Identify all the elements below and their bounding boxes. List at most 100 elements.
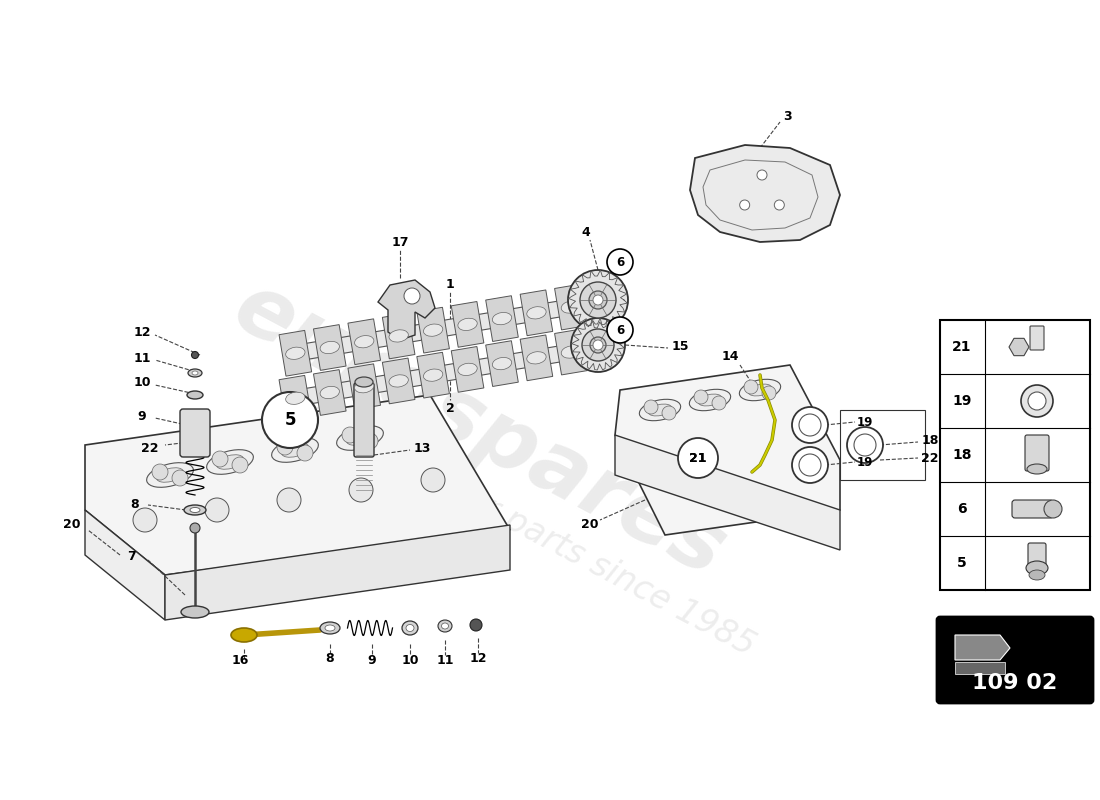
Text: 21: 21 bbox=[690, 451, 706, 465]
Circle shape bbox=[1028, 392, 1046, 410]
Text: 11: 11 bbox=[133, 351, 151, 365]
Polygon shape bbox=[314, 370, 346, 415]
Circle shape bbox=[152, 464, 168, 480]
Text: 5: 5 bbox=[284, 411, 296, 429]
Ellipse shape bbox=[739, 379, 781, 401]
Text: 7: 7 bbox=[128, 550, 136, 562]
Ellipse shape bbox=[458, 318, 477, 330]
Polygon shape bbox=[486, 296, 518, 342]
Ellipse shape bbox=[698, 394, 722, 406]
Polygon shape bbox=[554, 329, 587, 375]
Circle shape bbox=[792, 407, 828, 443]
Ellipse shape bbox=[207, 450, 253, 474]
Ellipse shape bbox=[286, 347, 305, 359]
Ellipse shape bbox=[190, 507, 200, 513]
Circle shape bbox=[744, 380, 758, 394]
Polygon shape bbox=[417, 352, 450, 398]
Ellipse shape bbox=[458, 363, 477, 375]
Text: 12: 12 bbox=[470, 651, 486, 665]
Text: 15: 15 bbox=[671, 341, 689, 354]
Circle shape bbox=[349, 478, 373, 502]
Ellipse shape bbox=[527, 352, 546, 364]
Polygon shape bbox=[383, 358, 415, 404]
FancyBboxPatch shape bbox=[940, 320, 1090, 590]
Circle shape bbox=[799, 414, 821, 436]
Polygon shape bbox=[165, 525, 510, 620]
Text: 10: 10 bbox=[133, 377, 151, 390]
Text: 14: 14 bbox=[722, 350, 739, 363]
Ellipse shape bbox=[192, 371, 198, 375]
Polygon shape bbox=[378, 280, 434, 340]
Polygon shape bbox=[615, 435, 840, 550]
Ellipse shape bbox=[146, 462, 194, 487]
Ellipse shape bbox=[561, 301, 581, 313]
Text: 21: 21 bbox=[953, 340, 971, 354]
Text: 17: 17 bbox=[392, 235, 409, 249]
Text: 5: 5 bbox=[957, 556, 967, 570]
Circle shape bbox=[712, 396, 726, 410]
Ellipse shape bbox=[191, 351, 198, 358]
Circle shape bbox=[342, 427, 358, 443]
Circle shape bbox=[774, 200, 784, 210]
FancyBboxPatch shape bbox=[1030, 326, 1044, 350]
Circle shape bbox=[404, 288, 420, 304]
Text: 22: 22 bbox=[141, 442, 158, 454]
Text: 8: 8 bbox=[326, 651, 334, 665]
Text: 19: 19 bbox=[857, 415, 873, 429]
Text: 20: 20 bbox=[581, 518, 598, 531]
Text: 16: 16 bbox=[231, 654, 249, 666]
Circle shape bbox=[1021, 385, 1053, 417]
Circle shape bbox=[232, 457, 248, 473]
Ellipse shape bbox=[231, 628, 257, 642]
Circle shape bbox=[607, 249, 632, 275]
Text: 6: 6 bbox=[957, 502, 967, 516]
Text: eurospares: eurospares bbox=[220, 266, 740, 594]
Text: 6: 6 bbox=[616, 323, 624, 337]
Polygon shape bbox=[348, 319, 381, 365]
Ellipse shape bbox=[748, 384, 772, 396]
Polygon shape bbox=[279, 375, 311, 421]
Polygon shape bbox=[451, 302, 484, 347]
Polygon shape bbox=[554, 284, 587, 330]
Circle shape bbox=[212, 451, 228, 467]
Text: a passion for parts since 1985: a passion for parts since 1985 bbox=[299, 397, 760, 663]
Ellipse shape bbox=[354, 335, 374, 348]
Circle shape bbox=[607, 317, 632, 343]
Text: 19: 19 bbox=[857, 455, 873, 469]
Circle shape bbox=[1044, 500, 1061, 518]
Ellipse shape bbox=[493, 313, 512, 325]
Text: 18: 18 bbox=[953, 448, 971, 462]
Circle shape bbox=[297, 445, 313, 461]
Polygon shape bbox=[1009, 338, 1028, 356]
Polygon shape bbox=[284, 295, 596, 363]
FancyBboxPatch shape bbox=[180, 409, 210, 457]
Circle shape bbox=[739, 200, 750, 210]
Circle shape bbox=[172, 470, 188, 486]
Text: 20: 20 bbox=[64, 518, 80, 531]
Ellipse shape bbox=[187, 391, 204, 399]
Text: 9: 9 bbox=[138, 410, 146, 422]
Ellipse shape bbox=[1026, 561, 1048, 575]
Circle shape bbox=[190, 523, 200, 533]
Polygon shape bbox=[279, 330, 311, 376]
Circle shape bbox=[847, 427, 883, 463]
Ellipse shape bbox=[355, 377, 373, 387]
Ellipse shape bbox=[217, 454, 243, 470]
Circle shape bbox=[571, 318, 625, 372]
Polygon shape bbox=[85, 510, 165, 620]
Ellipse shape bbox=[441, 623, 449, 629]
Circle shape bbox=[590, 337, 606, 353]
Circle shape bbox=[568, 270, 628, 330]
Ellipse shape bbox=[402, 621, 418, 635]
Ellipse shape bbox=[282, 442, 309, 458]
Ellipse shape bbox=[188, 369, 202, 377]
Polygon shape bbox=[348, 364, 381, 410]
Text: 10: 10 bbox=[402, 654, 419, 666]
Ellipse shape bbox=[337, 426, 384, 450]
Ellipse shape bbox=[493, 358, 512, 370]
Polygon shape bbox=[284, 340, 596, 408]
Polygon shape bbox=[955, 635, 1010, 660]
Ellipse shape bbox=[320, 342, 340, 354]
Ellipse shape bbox=[324, 625, 336, 631]
Ellipse shape bbox=[561, 346, 581, 358]
